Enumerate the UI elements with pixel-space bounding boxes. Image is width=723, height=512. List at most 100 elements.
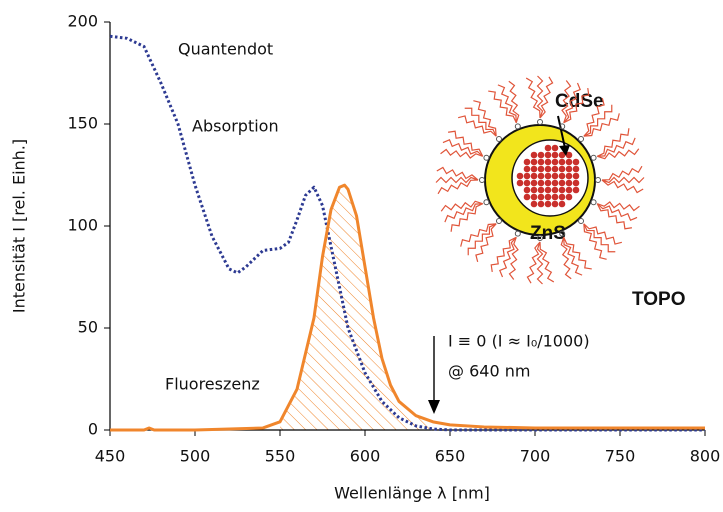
x-axis-label: Wellenlänge λ [nm] (334, 484, 490, 503)
arrow (557, 115, 566, 149)
atom (530, 186, 538, 194)
atom (516, 172, 524, 180)
atom (537, 165, 545, 173)
hatch-area (280, 185, 433, 430)
ligand-chain (440, 148, 483, 159)
atom (565, 158, 573, 166)
ligand-chain (497, 84, 517, 123)
atom (530, 179, 538, 187)
ligand-chain (508, 80, 520, 123)
series-label: Fluoreszenz (165, 375, 260, 394)
atom (551, 151, 559, 159)
atom (530, 193, 538, 201)
atom (551, 158, 559, 166)
atom (523, 165, 531, 173)
y-tick-label: 100 (67, 216, 98, 235)
atom (544, 179, 552, 187)
atom (530, 165, 538, 173)
ligand-chain (597, 201, 640, 212)
annotation: I ≡ 0 (I ≈ I₀/1000) (448, 332, 590, 351)
atom (523, 158, 531, 166)
atom (565, 179, 573, 187)
atom (544, 200, 552, 208)
atom (551, 186, 559, 194)
ligand-chain (526, 241, 541, 284)
atom (544, 165, 552, 173)
atom (537, 193, 545, 201)
ligand-chain (596, 203, 632, 230)
x-tick-label: 500 (180, 447, 211, 466)
ligand-head (559, 123, 566, 130)
ligand-chain (437, 179, 479, 195)
ligand-chain (583, 113, 620, 137)
ligand-head (537, 119, 543, 125)
atom (516, 179, 524, 187)
arrow-head (559, 145, 570, 156)
ligand-chain (583, 223, 622, 245)
atom (544, 172, 552, 180)
x-tick-label: 750 (605, 447, 636, 466)
ligand-chain (563, 88, 590, 124)
ligand-head (495, 218, 502, 225)
atom (537, 179, 545, 187)
atom (544, 144, 552, 152)
atom (558, 200, 566, 208)
atom (530, 151, 538, 159)
x-tick-label: 800 (690, 447, 721, 466)
atom (551, 172, 559, 180)
ligand-chain (442, 139, 484, 157)
atom (523, 186, 531, 194)
ligand-chain (583, 104, 613, 137)
ligand-head (514, 230, 521, 237)
atom (572, 165, 580, 173)
atom (544, 151, 552, 159)
atom (537, 200, 545, 208)
atom (551, 200, 559, 208)
atom (572, 186, 580, 194)
ligand-head (578, 135, 585, 142)
ligand-head (595, 177, 601, 183)
hatch-area (280, 185, 433, 430)
ligand-chain (601, 176, 645, 184)
ligand-chain (444, 203, 483, 223)
ligand-chain (560, 237, 572, 280)
ligand-chain (450, 203, 483, 232)
inset-label: TOPO (632, 289, 686, 310)
y-tick-label: 200 (67, 12, 98, 31)
ligand-chain (539, 76, 554, 119)
data-line (110, 183, 705, 432)
series-label: Absorption (192, 117, 279, 136)
ligand-chain (460, 223, 497, 247)
ligand-chain (583, 98, 605, 137)
atom (551, 144, 559, 152)
inset-label: CdSe (555, 91, 604, 112)
x-tick-label: 700 (520, 447, 551, 466)
atom (558, 193, 566, 201)
ligand-chain (508, 237, 519, 280)
quantum-dot-illustration: CdSe ZnS TOPO (435, 75, 686, 310)
atom (523, 172, 531, 180)
inset-label: ZnS (530, 223, 566, 244)
ligand-head (479, 177, 485, 183)
atom (558, 172, 566, 180)
ligand-chain (525, 77, 541, 119)
ligand-head (537, 235, 543, 241)
ligand-chain (488, 90, 517, 123)
ligand-chain (448, 130, 484, 157)
ligand-chain (596, 203, 638, 221)
atom (544, 158, 552, 166)
atom (537, 186, 545, 194)
annotation: Quantendot (178, 40, 273, 59)
data-line (109, 34, 705, 432)
atom (530, 200, 538, 208)
x-tick-label: 600 (350, 447, 381, 466)
ligand-head (590, 199, 597, 206)
ligand-chain (597, 148, 640, 160)
ligand-chain (583, 223, 616, 253)
atom (558, 186, 566, 194)
ligand-chain (563, 237, 583, 276)
ligand-chain (583, 223, 607, 260)
ligand-chain (435, 176, 479, 184)
atom (565, 172, 573, 180)
